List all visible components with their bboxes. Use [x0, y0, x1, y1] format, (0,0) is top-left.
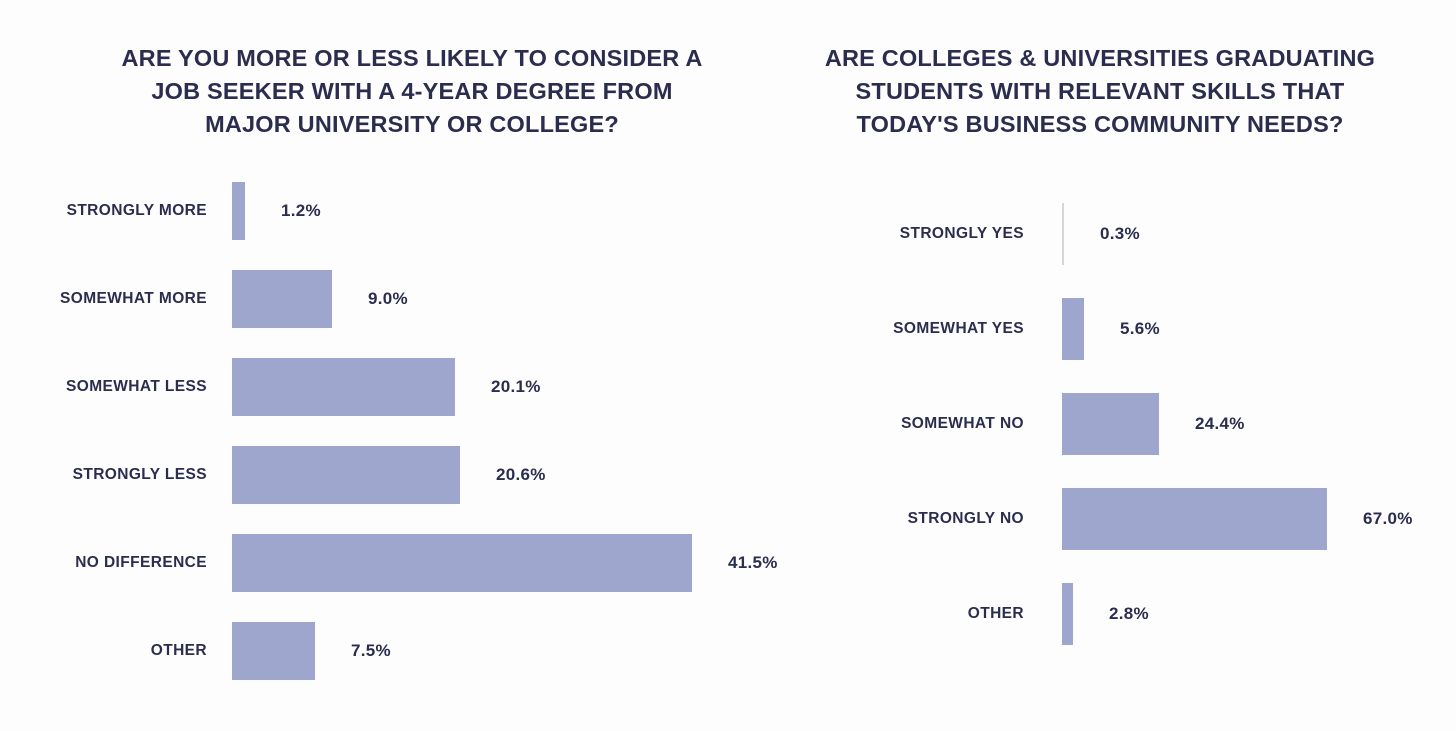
value-label: 2.8%: [1109, 603, 1149, 623]
value-label: 1.2%: [281, 201, 321, 220]
category-label: OTHER: [967, 604, 1024, 622]
chart-rows: STRONGLY YES 0.3% SOMEWHAT YES 5.6% SOMEWHAT…: [728, 186, 1456, 661]
value-label: 5.6%: [1120, 318, 1160, 338]
chart-row: STRONGLY NO 67.0%: [728, 471, 1456, 566]
category-label: SOMEWHAT MORE: [60, 290, 207, 307]
bar-area: 7.5%: [232, 607, 728, 695]
bar-area: 1.2%: [232, 167, 728, 255]
bar: [232, 622, 315, 680]
bar: [1062, 297, 1084, 360]
category-label: STRONGLY NO: [907, 509, 1024, 527]
value-label: 9.0%: [368, 289, 408, 308]
chart-row: STRONGLY MORE 1.2%: [0, 167, 728, 255]
value-label: 67.0%: [1363, 508, 1413, 528]
bar-area: 5.6%: [1062, 281, 1456, 376]
bar-area: 0.3%: [1062, 186, 1456, 281]
category-label: STRONGLY YES: [899, 224, 1024, 242]
value-label: 20.6%: [496, 465, 546, 484]
category-label: SOMEWHAT YES: [893, 319, 1024, 337]
bar-area: 41.5%: [232, 519, 778, 607]
chart-row: SOMEWHAT NO 24.4%: [728, 376, 1456, 471]
bar: [232, 446, 460, 504]
bar-area: 67.0%: [1062, 471, 1456, 566]
category-label: SOMEWHAT LESS: [66, 378, 207, 395]
chart-row: SOMEWHAT LESS 20.1%: [0, 343, 728, 431]
chart-row: STRONGLY LESS 20.6%: [0, 431, 728, 519]
bar: [1062, 392, 1159, 455]
chart-row: OTHER 7.5%: [0, 607, 728, 695]
bar: [232, 182, 245, 240]
category-label: STRONGLY MORE: [66, 202, 207, 219]
chart-row: STRONGLY YES 0.3%: [728, 186, 1456, 281]
chart-title: ARE YOU MORE OR LESS LIKELY TO CONSIDER …: [121, 45, 703, 137]
bar: [232, 358, 455, 416]
value-label: 24.4%: [1195, 413, 1245, 433]
chart-row: SOMEWHAT YES 5.6%: [728, 281, 1456, 376]
category-label: SOMEWHAT NO: [901, 414, 1024, 432]
value-label: 7.5%: [351, 641, 391, 660]
chart-panel-relevant-skills: ARE COLLEGES & UNIVERSITIES GRADUATING S…: [728, 0, 1456, 731]
category-label: STRONGLY LESS: [72, 466, 207, 483]
bar-area: 9.0%: [232, 255, 728, 343]
bar: [1062, 487, 1327, 550]
bar: [1062, 202, 1064, 265]
bar: [1062, 582, 1073, 645]
chart-panel-degree-consideration: ARE YOU MORE OR LESS LIKELY TO CONSIDER …: [0, 45, 777, 695]
chart-row: OTHER 2.8%: [728, 566, 1456, 661]
bar: [232, 270, 332, 328]
chart-title: ARE COLLEGES & UNIVERSITIES GRADUATING S…: [824, 45, 1376, 137]
chart-rows: STRONGLY MORE 1.2% SOMEWHAT MORE 9.0% SOMEWH…: [0, 167, 777, 695]
chart-row: SOMEWHAT MORE 9.0%: [0, 255, 728, 343]
bar: [232, 534, 692, 592]
bar-area: 20.6%: [232, 431, 728, 519]
value-label: 0.3%: [1100, 223, 1140, 243]
value-label: 41.5%: [728, 553, 778, 572]
category-label: NO DIFFERENCE: [75, 554, 207, 571]
value-label: 20.1%: [491, 377, 541, 396]
bar-area: 20.1%: [232, 343, 728, 431]
bar-area: 2.8%: [1062, 566, 1456, 661]
chart-row: NO DIFFERENCE 41.5%: [0, 519, 777, 607]
bar-area: 24.4%: [1062, 376, 1456, 471]
category-label: OTHER: [150, 642, 207, 659]
